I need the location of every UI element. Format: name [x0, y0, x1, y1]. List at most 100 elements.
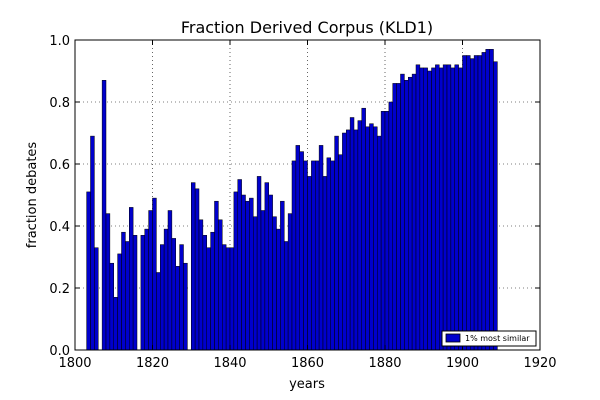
legend-swatch [445, 333, 461, 343]
bar [229, 247, 235, 351]
bar [334, 135, 339, 351]
bar [299, 151, 304, 351]
bar [353, 129, 359, 351]
bar [427, 70, 432, 351]
bar [140, 235, 145, 351]
bar [466, 55, 471, 351]
bar [256, 176, 262, 351]
x-tick-label: 1900 [446, 356, 479, 371]
bar [214, 200, 219, 351]
bar [307, 176, 312, 351]
bar [473, 55, 479, 351]
bar [249, 197, 254, 351]
bar [94, 247, 99, 351]
bar [442, 64, 448, 351]
bar [163, 228, 169, 351]
bar [109, 262, 114, 351]
bar [105, 213, 111, 351]
bar [152, 197, 157, 351]
bar [477, 55, 483, 351]
bar [121, 231, 126, 351]
bar [183, 262, 188, 351]
bar [156, 272, 161, 351]
bar [113, 297, 118, 351]
bar [485, 49, 490, 351]
bar [171, 238, 176, 351]
x-axis-label: years [289, 377, 325, 392]
bar [268, 194, 273, 351]
bar [125, 241, 130, 351]
bars-layer [86, 49, 498, 351]
bar [380, 111, 386, 351]
bar [349, 117, 355, 351]
legend-box [441, 330, 537, 347]
bar [411, 73, 417, 351]
bar [384, 111, 390, 351]
bar [237, 179, 242, 351]
bar [291, 160, 297, 351]
bar [315, 160, 320, 351]
bar [458, 67, 463, 351]
bar [404, 80, 409, 351]
bar [346, 129, 351, 351]
bar [338, 154, 343, 351]
bar [423, 67, 428, 351]
x-tick-label: 1880 [368, 356, 401, 371]
bar [101, 80, 107, 351]
bar [318, 145, 324, 351]
bar [481, 52, 486, 351]
bar [160, 244, 165, 351]
bar [489, 49, 494, 351]
bar [117, 253, 122, 351]
y-tick-label: 1.0 [49, 34, 70, 49]
bar [361, 107, 366, 351]
bar [245, 200, 250, 351]
bar [276, 228, 281, 351]
x-tick-label: 1920 [523, 356, 556, 371]
bar [198, 219, 204, 351]
bar [493, 61, 498, 351]
chart-title: Fraction Derived Corpus (KLD1) [181, 18, 433, 37]
bar [280, 200, 285, 351]
bar [303, 160, 308, 351]
bar [462, 55, 467, 351]
bar [272, 216, 277, 351]
bar [206, 247, 211, 351]
bar [144, 228, 149, 351]
bar [132, 235, 138, 351]
bar [415, 64, 421, 351]
bar [446, 64, 452, 351]
x-tick-label: 1860 [291, 356, 324, 371]
bar [295, 145, 300, 351]
bar [400, 73, 405, 351]
bar [253, 216, 258, 351]
y-tick-label: 0.0 [49, 344, 70, 359]
y-tick-label: 0.2 [49, 282, 70, 297]
bar [454, 64, 459, 351]
bar [191, 182, 196, 351]
legend-label: 1% most similar [465, 334, 530, 343]
bar [167, 210, 173, 351]
bar [284, 241, 289, 351]
bar [86, 191, 91, 351]
bar [377, 135, 382, 351]
bar [264, 182, 269, 351]
bar [129, 207, 134, 351]
bar [431, 67, 436, 351]
bar [470, 58, 475, 351]
bar [179, 244, 184, 351]
bar [210, 231, 215, 351]
bar [450, 67, 455, 351]
bar [202, 235, 207, 351]
bar [326, 157, 331, 351]
bar [373, 126, 378, 351]
bar [218, 219, 223, 351]
y-tick-label: 0.8 [49, 96, 70, 111]
bar [419, 67, 424, 351]
y-tick-label: 0.4 [49, 220, 70, 235]
bar [90, 135, 95, 351]
ticks-layer: 1800 1820 1840 1860 1880 1900 1920 0.0 0.2 0.4 0.6… [49, 34, 556, 371]
bar [241, 194, 246, 351]
